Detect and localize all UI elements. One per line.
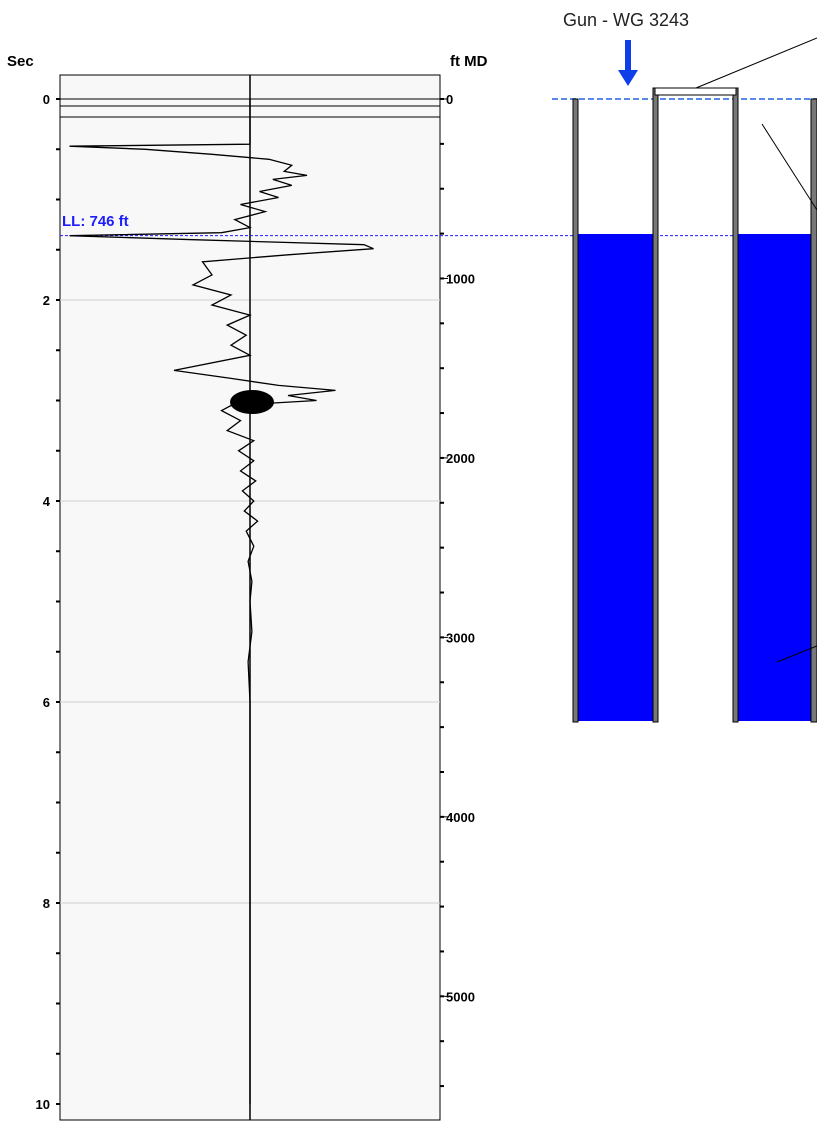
acoustic-trace <box>69 99 374 1104</box>
left-tick-label: 10 <box>36 1097 50 1112</box>
left-tick-label: 6 <box>43 695 50 710</box>
right-tick-label: 0 <box>446 92 453 107</box>
right-tick-label: 1000 <box>446 271 475 286</box>
tubing-wall-right <box>732 87 739 723</box>
annulus-fluid-right <box>738 234 812 721</box>
liquid-level-label: LL: 746 ft <box>62 213 129 230</box>
pointer-line-1 <box>695 37 817 89</box>
casing-wall-right <box>810 98 817 723</box>
trace-dense-burst <box>230 390 274 414</box>
casing-wall-left <box>572 98 579 723</box>
left-tick-label: 4 <box>43 494 51 509</box>
left-tick-label: 0 <box>43 92 50 107</box>
tubing-cap <box>654 87 737 96</box>
pointer-line-3 <box>776 645 817 663</box>
down-arrow-icon <box>618 40 638 86</box>
annulus-fluid-left <box>577 234 654 721</box>
wellbore-diagram: Gun - WG 3243 <box>552 10 817 723</box>
left-tick-label: 8 <box>43 896 50 911</box>
gun-label: Gun - WG 3243 <box>563 10 689 30</box>
pointer-line-2 <box>761 123 817 211</box>
right-tick-label: 3000 <box>446 630 475 645</box>
right-tick-label: 4000 <box>446 810 475 825</box>
right-axis-title: ft MD <box>450 53 488 70</box>
right-tick-label: 2000 <box>446 451 475 466</box>
right-axis: 0 1000 2000 3000 4000 5000 <box>440 92 475 1088</box>
right-tick-label: 5000 <box>446 989 475 1004</box>
left-axis-title: Sec <box>7 53 34 70</box>
left-tick-label: 2 <box>43 293 50 308</box>
tubing-wall-left <box>652 87 659 723</box>
left-axis: 0 2 4 6 8 10 <box>36 92 60 1112</box>
